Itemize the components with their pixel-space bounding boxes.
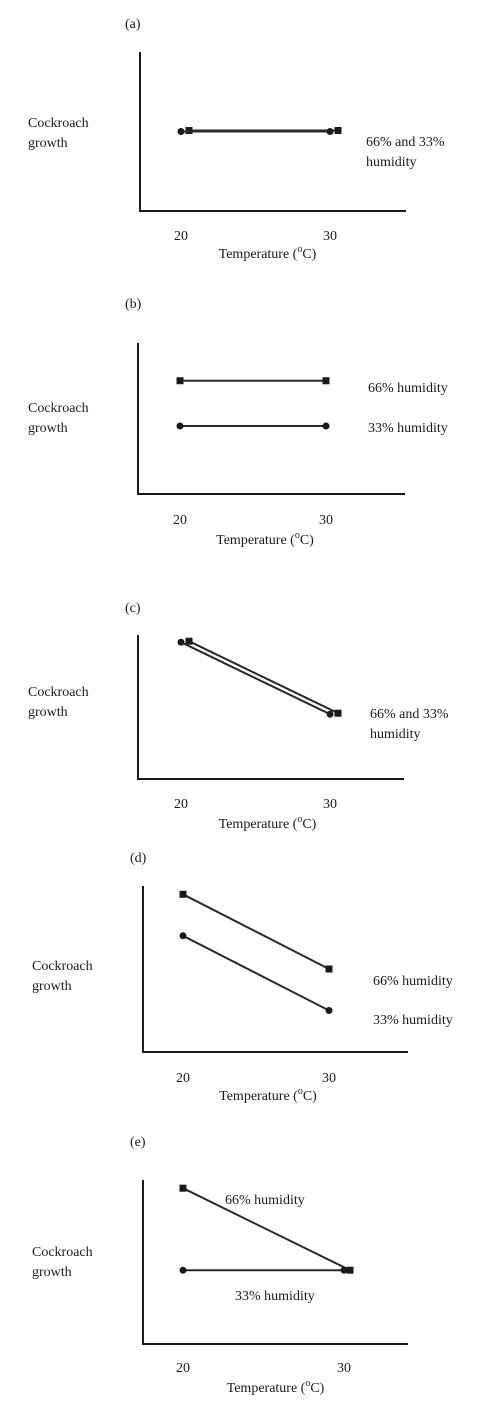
panel-b-xlabel-sup: o: [295, 530, 300, 541]
panel-b-xlabel-main: Temperature (: [216, 533, 295, 548]
panel-c-series-circle-line: [180, 641, 331, 716]
panel-b-xlabel-end: C): [300, 533, 314, 548]
panel-c-xtick-30: 30: [323, 797, 337, 812]
panel-d-xlabel-main: Temperature (: [219, 1089, 298, 1104]
panel-a-label: (a): [125, 17, 141, 32]
panel-a-xlabel-end: C): [302, 247, 316, 262]
panel-c-series-circle-point-1: [326, 710, 334, 718]
panel-e-series-66-humidity-point-1: [346, 1266, 354, 1274]
panel-d-xlabel-end: C): [303, 1089, 317, 1104]
panel-b-ylabel-line2: growth: [28, 421, 68, 436]
panel-a-series-circle-point-1: [326, 128, 334, 135]
panel-c-series-square-point-0: [185, 637, 193, 645]
panel-d-xtick-20: 20: [176, 1071, 190, 1086]
panel-b-xtick-30: 30: [319, 513, 333, 528]
panel-d-series-33-humidity-point-1: [325, 1007, 333, 1014]
panel-c-xlabel-sup: o: [297, 814, 302, 825]
panel-a-xlabel-main: Temperature (: [219, 247, 298, 262]
panel-d-xlabel-sup: o: [298, 1086, 303, 1097]
panel-c-ylabel-line2: growth: [28, 705, 68, 720]
panel-c-axes: [137, 635, 404, 780]
panel-a-series-square-point-1: [334, 127, 342, 134]
panel-e-series-33-humidity-label: 33% humidity: [235, 1289, 315, 1304]
panel-e-axes: [142, 1180, 408, 1345]
panel-c-xtick-20: 20: [174, 797, 188, 812]
panel-b-series-33-humidity-point-1: [322, 422, 330, 430]
panel-c-series-circle-point-0: [177, 638, 185, 646]
panel-e-series-33-humidity-point-0: [179, 1266, 187, 1274]
panel-e-series-66-humidity-line: [182, 1187, 351, 1272]
panel-d-series-66-humidity-label: 66% humidity: [373, 974, 453, 989]
panel-d-ylabel-line1: Cockroach: [32, 959, 93, 974]
panel-c-xlabel-end: C): [302, 817, 316, 832]
panel-d-label: (d): [130, 851, 147, 866]
panel-d-series-33-humidity-label: 33% humidity: [373, 1013, 453, 1028]
panel-b-label: (b): [125, 297, 142, 312]
panel-d-series-66-humidity-point-0: [179, 890, 187, 898]
panel-d-series-33-humidity-line: [182, 934, 330, 1012]
panel-b-series-33-humidity-label: 33% humidity: [368, 421, 448, 436]
panel-c-label: (c): [125, 601, 141, 616]
panel-a-xlabel: Temperature (oC): [219, 244, 317, 262]
panel-e-xlabel-main: Temperature (: [227, 1381, 306, 1396]
panel-a-ylabel-line1: Cockroach: [28, 116, 89, 131]
panel-c-xlabel-main: Temperature (: [219, 817, 298, 832]
panel-e-series-33-humidity-point-1: [340, 1266, 348, 1274]
panel-e-ylabel-line1: Cockroach: [32, 1245, 93, 1260]
panel-d-series-33-humidity-point-0: [179, 932, 187, 940]
panel-a-axes: [139, 52, 406, 212]
panel-b-series-66-humidity-point-1: [322, 377, 330, 385]
panel-b-xlabel: Temperature (oC): [216, 530, 314, 548]
panel-a-annotation-0: 66% and 33%: [366, 135, 445, 150]
panel-a-xlabel-sup: o: [297, 244, 302, 255]
panel-b-ylabel-line1: Cockroach: [28, 401, 89, 416]
panel-d-axes: [142, 886, 408, 1053]
panel-d-xlabel: Temperature (oC): [219, 1086, 317, 1104]
panel-a-xtick-30: 30: [323, 229, 337, 244]
panel-e-xtick-20: 20: [176, 1361, 190, 1376]
panel-a-series-circle-point-0: [177, 128, 185, 135]
panel-a-annotation-1: humidity: [366, 155, 417, 170]
panel-b-series-66-humidity-label: 66% humidity: [368, 381, 448, 396]
panel-c-annotation-1: humidity: [370, 727, 421, 742]
panel-b-series-66-humidity-point-0: [176, 377, 184, 385]
panel-c-series-square-point-1: [334, 709, 342, 717]
panel-b-xtick-20: 20: [173, 513, 187, 528]
panel-d-xtick-30: 30: [322, 1071, 336, 1086]
panel-c-xlabel: Temperature (oC): [219, 814, 317, 832]
panel-d-series-66-humidity-line: [182, 893, 330, 970]
panel-e-ylabel-line2: growth: [32, 1265, 72, 1280]
panel-d-ylabel-line2: growth: [32, 979, 72, 994]
panel-d-series-66-humidity-point-1: [325, 965, 333, 973]
panel-e-xlabel-sup: o: [305, 1378, 310, 1389]
panel-e-xlabel: Temperature (oC): [227, 1378, 325, 1396]
panel-c-series-square-line: [188, 640, 339, 715]
panel-e-series-66-humidity-label: 66% humidity: [225, 1193, 305, 1208]
panel-e-series-66-humidity-point-0: [179, 1184, 187, 1192]
panel-e-xlabel-end: C): [310, 1381, 324, 1396]
panel-c-annotation-0: 66% and 33%: [370, 707, 449, 722]
panel-e-xtick-30: 30: [337, 1361, 351, 1376]
panel-a-ylabel-line2: growth: [28, 136, 68, 151]
panel-b-axes: [137, 343, 405, 495]
panel-c-ylabel-line1: Cockroach: [28, 685, 89, 700]
panel-e-label: (e): [130, 1135, 146, 1150]
panel-b-series-33-humidity-point-0: [176, 422, 184, 430]
panel-a-xtick-20: 20: [174, 229, 188, 244]
